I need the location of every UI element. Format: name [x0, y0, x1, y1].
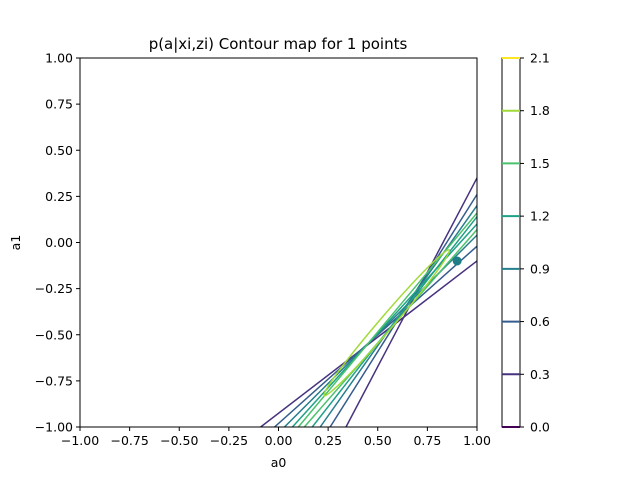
y-tick-label: 0.25	[45, 189, 73, 204]
colorbar-tick-label: 0.0	[530, 420, 550, 435]
x-tick-label: 0.50	[364, 433, 392, 448]
x-tick-label: −0.25	[210, 433, 248, 448]
chart-title: p(a|xi,zi) Contour map for 1 points	[149, 35, 408, 53]
colorbar-tick-label: 0.9	[530, 261, 550, 276]
contour-layer	[260, 177, 477, 427]
y-tick-label: −0.75	[35, 373, 73, 388]
colorbar-tick-label: 2.1	[530, 51, 550, 66]
y-axis: −1.00 −0.75 −0.50 −0.25 0.00 0.25 0.50 0.75 1.00	[35, 51, 80, 435]
x-tick-label: −1.00	[61, 433, 99, 448]
contour-line-lower	[297, 212, 477, 427]
colorbar: 0.0 0.3 0.6 0.9 1.2 1.5 1.8 2.1	[501, 51, 550, 435]
colorbar-ticks: 0.0 0.3 0.6 0.9 1.2 1.5 1.8 2.1	[520, 51, 550, 435]
x-tick-label: −0.50	[160, 433, 198, 448]
contour-line-lower	[291, 223, 477, 427]
contour-line-lower	[283, 234, 477, 427]
contour-ellipse	[323, 248, 451, 397]
colorbar-tick-label: 1.5	[530, 156, 550, 171]
colorbar-frame	[501, 57, 521, 428]
y-tick-label: 0.00	[45, 235, 73, 250]
x-tick-label: 0.25	[314, 433, 342, 448]
x-axis-label: a0	[271, 455, 287, 470]
x-tick-label: 0.75	[413, 433, 441, 448]
colorbar-lines	[502, 57, 520, 428]
data-point	[452, 256, 462, 266]
contour-line-upper	[345, 177, 477, 427]
colorbar-tick-label: 1.8	[530, 103, 550, 118]
y-tick-label: −1.00	[35, 420, 73, 435]
plot-area	[79, 57, 478, 428]
y-axis-label: a1	[8, 235, 23, 251]
point-layer	[452, 256, 462, 266]
y-tick-label: −0.50	[35, 327, 73, 342]
colorbar-tick-label: 1.2	[530, 209, 550, 224]
plot-frame	[79, 57, 478, 428]
colorbar-tick-label: 0.3	[530, 367, 550, 382]
x-axis: −1.00 −0.75 −0.50 −0.25 0.00 0.25 0.50 0.75 1.00	[61, 427, 491, 448]
y-tick-label: −0.25	[35, 281, 73, 296]
x-tick-label: −0.75	[110, 433, 148, 448]
y-tick-label: 0.50	[45, 143, 73, 158]
x-tick-label: 1.00	[463, 433, 491, 448]
y-tick-label: 1.00	[45, 51, 73, 66]
y-tick-label: 0.75	[45, 97, 73, 112]
contour-line-upper	[311, 216, 477, 427]
colorbar-tick-label: 0.6	[530, 314, 550, 329]
x-tick-label: 0.00	[265, 433, 293, 448]
